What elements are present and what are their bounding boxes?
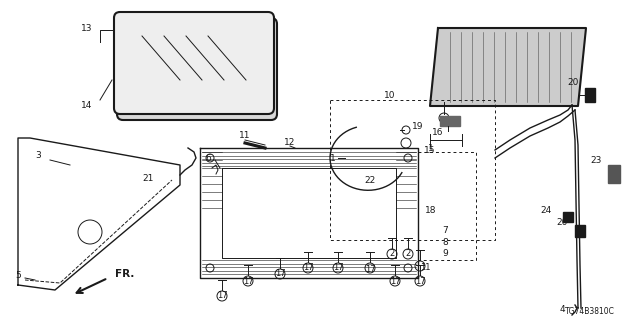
Bar	[585, 88, 595, 102]
Text: 17: 17	[333, 263, 343, 273]
Text: FR.: FR.	[115, 269, 134, 279]
Polygon shape	[430, 28, 586, 106]
Text: 5: 5	[15, 270, 21, 279]
Text: 17: 17	[415, 277, 426, 286]
Text: TG74B3810C: TG74B3810C	[565, 308, 615, 316]
Text: 18: 18	[425, 205, 436, 214]
Text: 4: 4	[559, 306, 565, 315]
Text: 17: 17	[243, 277, 253, 286]
Text: 1: 1	[428, 143, 434, 153]
Text: 11: 11	[420, 262, 430, 271]
Text: 7: 7	[442, 226, 448, 235]
Text: 14: 14	[81, 100, 92, 109]
Bar	[575, 225, 585, 237]
Text: 6: 6	[205, 154, 211, 163]
Bar	[563, 212, 573, 222]
Text: 21: 21	[142, 173, 154, 182]
Bar	[608, 165, 620, 183]
Text: 11: 11	[239, 131, 251, 140]
Text: 17: 17	[365, 266, 375, 275]
FancyBboxPatch shape	[114, 12, 274, 114]
Text: 20: 20	[556, 218, 568, 227]
Text: 20: 20	[567, 77, 579, 86]
Text: 2: 2	[405, 250, 411, 259]
Text: 15: 15	[424, 146, 436, 155]
Text: 17: 17	[275, 269, 285, 278]
Text: 17: 17	[390, 277, 400, 286]
Text: 17: 17	[217, 292, 227, 300]
Text: 13: 13	[81, 23, 92, 33]
Text: 8: 8	[442, 237, 448, 246]
Text: 23: 23	[591, 156, 602, 164]
Text: 1: 1	[330, 154, 336, 163]
Text: 22: 22	[364, 175, 376, 185]
Text: 16: 16	[432, 127, 444, 137]
Text: 3: 3	[35, 150, 41, 159]
Text: 9: 9	[442, 250, 448, 259]
Text: 17: 17	[303, 263, 314, 273]
Text: 2: 2	[389, 250, 395, 259]
Text: 10: 10	[384, 91, 396, 100]
Bar	[440, 116, 460, 126]
Text: 19: 19	[412, 122, 424, 131]
Text: 12: 12	[284, 138, 296, 147]
Text: 24: 24	[541, 205, 552, 214]
FancyBboxPatch shape	[117, 18, 277, 120]
